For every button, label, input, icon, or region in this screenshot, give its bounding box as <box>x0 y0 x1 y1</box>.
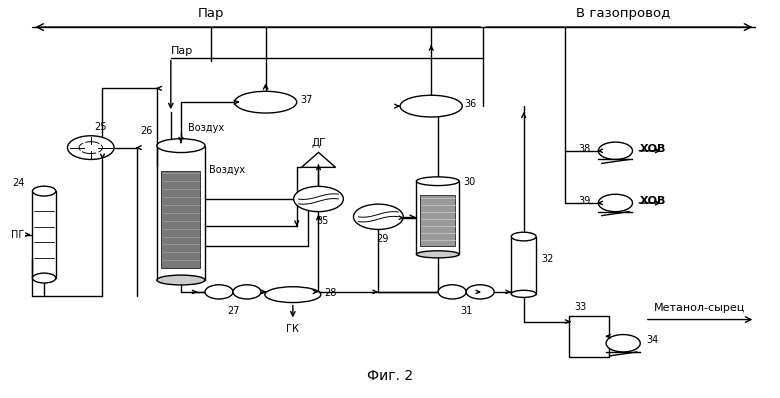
Text: ХОВ: ХОВ <box>640 196 667 207</box>
Circle shape <box>293 186 343 212</box>
Polygon shape <box>301 152 335 168</box>
Text: ГК: ГК <box>286 324 300 334</box>
Ellipse shape <box>235 91 296 113</box>
Text: 35: 35 <box>316 217 328 226</box>
Text: 33: 33 <box>575 302 587 312</box>
Ellipse shape <box>511 232 536 241</box>
Ellipse shape <box>511 290 536 297</box>
Text: 26: 26 <box>140 126 153 136</box>
Bar <box>161 172 200 268</box>
Bar <box>33 191 56 278</box>
Text: 25: 25 <box>94 122 107 132</box>
Ellipse shape <box>33 273 56 283</box>
Text: ПГ: ПГ <box>12 230 25 240</box>
Text: 27: 27 <box>227 306 239 316</box>
Text: 37: 37 <box>300 95 313 105</box>
Bar <box>417 181 459 254</box>
Bar <box>511 236 536 294</box>
Text: 31: 31 <box>460 306 473 316</box>
Ellipse shape <box>265 287 321 302</box>
Bar <box>420 195 456 246</box>
Ellipse shape <box>157 275 205 285</box>
Circle shape <box>606 335 640 352</box>
Circle shape <box>466 285 495 299</box>
Text: Метанол-сырец: Метанол-сырец <box>654 303 746 313</box>
Text: В газопровод: В газопровод <box>576 7 670 20</box>
Bar <box>569 316 609 357</box>
Circle shape <box>233 285 261 299</box>
Circle shape <box>67 136 114 160</box>
Text: 24: 24 <box>12 178 25 188</box>
Circle shape <box>438 285 466 299</box>
Text: 32: 32 <box>541 254 554 264</box>
Text: Пар: Пар <box>171 46 193 56</box>
Text: 39: 39 <box>578 196 590 207</box>
Bar <box>157 146 205 280</box>
Text: 38: 38 <box>578 144 590 154</box>
Text: Воздух: Воздух <box>188 123 224 133</box>
Circle shape <box>353 204 403 229</box>
Text: 36: 36 <box>465 99 477 109</box>
Ellipse shape <box>417 251 459 258</box>
Text: 29: 29 <box>376 234 388 244</box>
Text: 34: 34 <box>647 335 659 345</box>
Text: ДГ: ДГ <box>311 138 326 148</box>
Circle shape <box>598 194 633 212</box>
Circle shape <box>205 285 233 299</box>
Ellipse shape <box>400 95 463 117</box>
Text: 28: 28 <box>324 288 336 298</box>
Ellipse shape <box>157 139 205 152</box>
Text: ХОВ: ХОВ <box>640 144 667 154</box>
Text: Пар: Пар <box>198 7 225 20</box>
Text: Воздух: Воздух <box>209 165 245 175</box>
Text: Фиг. 2: Фиг. 2 <box>367 369 413 383</box>
Ellipse shape <box>417 177 459 185</box>
Circle shape <box>598 142 633 160</box>
Ellipse shape <box>33 186 56 196</box>
Text: 30: 30 <box>463 177 475 187</box>
